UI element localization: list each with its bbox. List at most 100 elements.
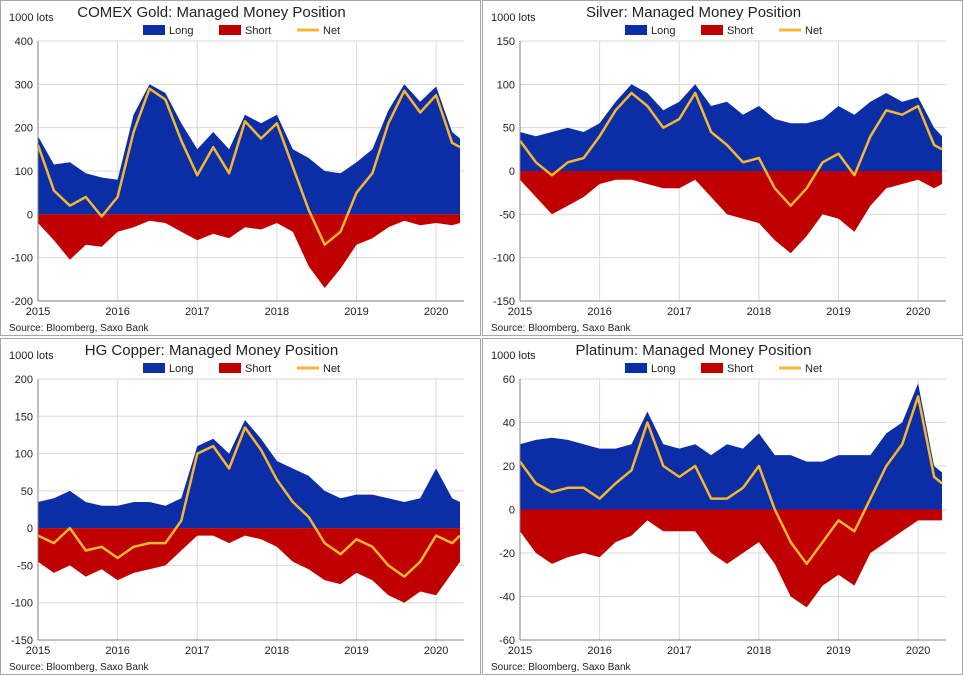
y-tick-label: -100 [11,253,33,265]
y-tick-label: -150 [11,635,33,647]
legend: Long Short Net [143,363,340,375]
legend-swatch-long [143,363,165,373]
chart-svg-gold: COMEX Gold: Managed Money Position 1000 l… [9,4,464,334]
y-tick-label: -200 [11,296,33,308]
source-note: Source: Bloomberg, Saxo Bank [491,323,632,334]
unit-label: 1000 lots [9,350,54,362]
y-tick-label: 150 [15,411,33,423]
chart-panel-gold: COMEX Gold: Managed Money Position 1000 l… [0,0,481,336]
y-tick-label: -50 [499,209,515,221]
y-tick-label: 0 [509,166,515,178]
y-tick-label: 150 [497,36,515,48]
unit-label: 1000 lots [9,12,54,24]
x-tick-label: 2017 [185,645,209,657]
x-tick-label: 2017 [667,306,691,318]
source-note: Source: Bloomberg, Saxo Bank [9,323,150,334]
series-area-long [520,383,942,510]
y-tick-label: 300 [15,79,33,91]
x-tick-label: 2020 [906,306,930,318]
legend-label-short: Short [727,363,753,375]
y-tick-label: 0 [27,523,33,535]
chart-title: Silver: Managed Money Position [586,4,801,21]
y-tick-label: -50 [17,560,33,572]
x-tick-label: 2016 [105,306,129,318]
legend-label-short: Short [727,25,753,37]
y-tick-label: -40 [499,592,515,604]
x-tick-label: 2018 [747,306,771,318]
y-tick-label: -100 [11,598,33,610]
unit-label: 1000 lots [491,12,536,24]
y-tick-label: -150 [493,296,515,308]
x-tick-label: 2020 [906,645,930,657]
legend-swatch-short [701,25,723,35]
legend-label-long: Long [169,363,193,375]
y-tick-label: 50 [503,123,515,135]
y-tick-label: 400 [15,36,33,48]
legend-swatch-long [625,25,647,35]
y-tick-label: 100 [15,449,33,461]
x-tick-label: 2018 [265,306,289,318]
series-area-short [520,171,942,254]
y-tick-label: 50 [21,486,33,498]
chart-svg-silver: Silver: Managed Money Position 1000 lots L… [491,4,946,334]
chart-title: COMEX Gold: Managed Money Position [77,4,345,21]
series-line-net [518,91,943,207]
x-tick-label: 2019 [826,306,850,318]
series-line-net [36,87,461,246]
legend-label-long: Long [651,363,675,375]
x-tick-label: 2015 [26,645,50,657]
x-tick-label: 2020 [424,645,448,657]
y-tick-label: -60 [499,635,515,647]
series-area-short [38,528,460,603]
y-tick-label: 40 [503,418,515,430]
chart-title: HG Copper: Managed Money Position [85,342,338,359]
y-tick-label: 100 [15,166,33,178]
x-tick-label: 2017 [185,306,209,318]
y-tick-label: 20 [503,461,515,473]
legend-swatch-short [701,363,723,373]
chart-svg-platinum: Platinum: Managed Money Position 1000 lot… [491,342,946,673]
unit-label: 1000 lots [491,350,536,362]
legend-label-net: Net [323,363,340,375]
x-tick-label: 2018 [265,645,289,657]
x-tick-label: 2020 [424,306,448,318]
chart-panel-copper: HG Copper: Managed Money Position 1000 lo… [0,338,481,675]
x-tick-label: 2015 [508,645,532,657]
x-tick-label: 2015 [508,306,532,318]
series-area-long [38,420,460,529]
legend-label-short: Short [245,363,271,375]
y-tick-label: 0 [27,209,33,221]
legend-swatch-long [625,363,647,373]
series-line-net [518,395,943,566]
y-tick-label: 60 [503,374,515,386]
y-tick-label: 200 [15,374,33,386]
series-area-short [38,214,460,288]
legend: Long Short Net [625,363,822,375]
x-tick-label: 2017 [667,645,691,657]
legend: Long Short Net [143,25,340,37]
series-area-short [520,509,942,608]
chart-panel-silver: Silver: Managed Money Position 1000 lots L… [482,0,963,336]
y-tick-label: 0 [509,505,515,517]
legend-label-net: Net [323,25,340,37]
legend-swatch-long [143,25,165,35]
series-area-long [520,84,942,171]
x-tick-label: 2016 [105,645,129,657]
legend-swatch-short [219,25,241,35]
x-tick-label: 2015 [26,306,50,318]
series-line-net [37,426,461,578]
legend-label-long: Long [651,25,675,37]
chart-panel-platinum: Platinum: Managed Money Position 1000 lot… [482,338,963,675]
x-tick-label: 2016 [587,645,611,657]
legend-label-long: Long [169,25,193,37]
y-tick-label: 200 [15,123,33,135]
source-note: Source: Bloomberg, Saxo Bank [491,662,632,673]
legend-label-net: Net [805,25,822,37]
legend-label-short: Short [245,25,271,37]
x-tick-label: 2016 [587,306,611,318]
y-tick-label: -20 [499,548,515,560]
legend-swatch-short [219,363,241,373]
chart-title: Platinum: Managed Money Position [576,342,812,359]
x-tick-label: 2019 [344,306,368,318]
x-tick-label: 2018 [747,645,771,657]
